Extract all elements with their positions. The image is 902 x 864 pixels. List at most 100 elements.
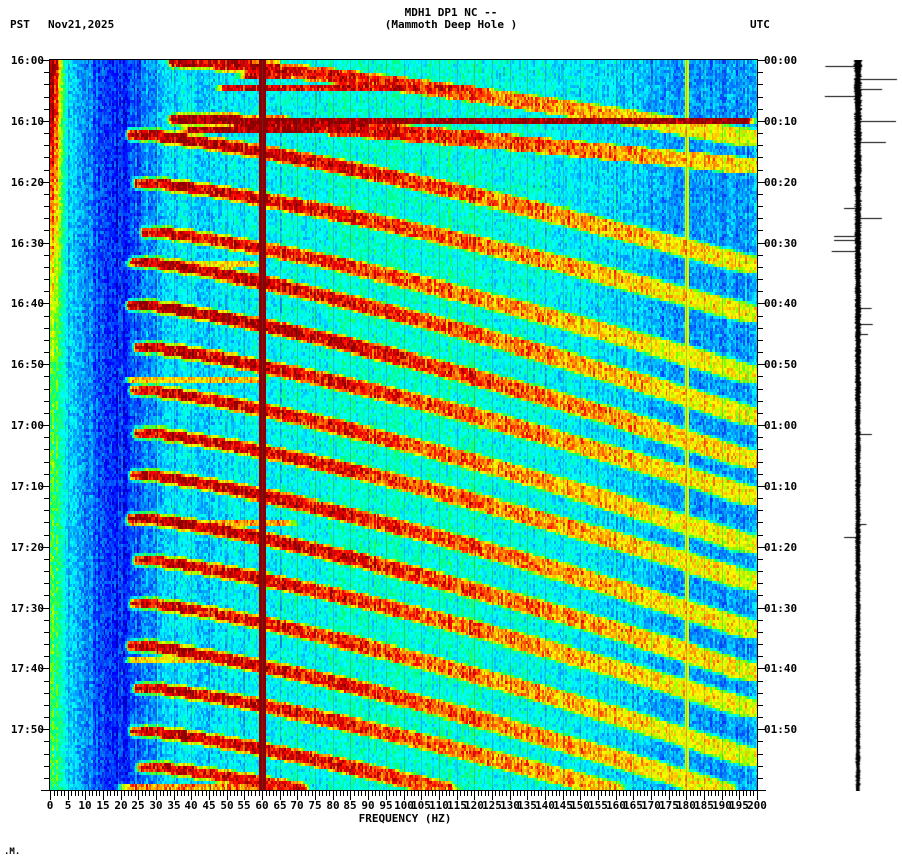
tick-mark [206, 791, 207, 796]
frequency-tick-label: 195 [729, 799, 749, 812]
tick-mark [85, 791, 86, 800]
tick-mark [700, 791, 701, 796]
frequency-tick-label: 115 [447, 799, 467, 812]
tick-mark [44, 133, 50, 134]
tick-mark [619, 791, 620, 796]
tick-mark [347, 791, 348, 796]
tick-mark [538, 791, 539, 796]
tick-mark [757, 255, 763, 256]
tick-mark [44, 255, 50, 256]
time-label-pst: 16:50 [10, 358, 44, 371]
tick-mark [393, 791, 394, 796]
spectrogram-canvas[interactable] [50, 60, 757, 790]
tick-mark [188, 791, 189, 796]
tick-mark [153, 791, 154, 796]
tick-mark [757, 498, 763, 499]
frequency-tick-label: 180 [676, 799, 696, 812]
tick-mark [693, 791, 694, 796]
time-label-utc: 00:00 [764, 54, 798, 67]
tick-mark [248, 791, 249, 796]
tick-mark [386, 791, 387, 800]
tick-mark [223, 791, 224, 796]
tick-mark [336, 791, 337, 796]
tick-mark [44, 595, 50, 596]
frequency-tick-label: 80 [326, 799, 340, 812]
tick-mark [757, 620, 763, 621]
time-label-utc: 01:10 [764, 480, 798, 493]
tick-mark [44, 632, 50, 633]
tick-mark [478, 791, 479, 796]
tick-mark [665, 791, 666, 796]
tick-mark [44, 218, 50, 219]
tick-mark [44, 644, 50, 645]
tick-mark [322, 791, 323, 796]
tick-mark [743, 791, 744, 796]
timezone-label-left: PST [10, 18, 30, 31]
frequency-tick-label: 10 [78, 799, 92, 812]
tick-mark [181, 791, 182, 796]
frequency-tick-label: 15 [96, 799, 110, 812]
tick-mark [44, 741, 50, 742]
tick-mark [44, 535, 50, 536]
tick-mark [739, 791, 740, 800]
tick-mark [428, 791, 429, 796]
time-label-utc: 01:20 [764, 541, 798, 554]
tick-mark [626, 791, 627, 796]
tick-mark [276, 791, 277, 796]
time-label-pst: 17:20 [10, 541, 44, 554]
time-label-pst: 16:00 [10, 54, 44, 67]
tick-mark [757, 778, 763, 779]
tick-mark [485, 791, 486, 796]
tick-mark [44, 413, 50, 414]
tick-mark [44, 230, 50, 231]
tick-mark [591, 791, 592, 796]
tick-mark [708, 791, 709, 796]
tick-mark [44, 72, 50, 73]
tick-mark [757, 547, 766, 548]
tick-mark [184, 791, 185, 796]
tick-mark [149, 791, 150, 796]
tick-mark [750, 791, 751, 796]
tick-mark [44, 157, 50, 158]
tick-mark [145, 791, 146, 796]
seismogram-trace [820, 60, 902, 791]
tick-mark [757, 705, 763, 706]
tick-mark [333, 791, 334, 800]
time-label-pst: 17:10 [10, 480, 44, 493]
tick-mark [404, 791, 405, 800]
tick-mark [382, 791, 383, 796]
tick-mark [541, 791, 542, 796]
tick-mark [41, 608, 50, 609]
spectrogram-plot[interactable] [50, 60, 757, 790]
tick-mark [757, 437, 763, 438]
time-label-pst: 16:40 [10, 297, 44, 310]
tick-mark [757, 766, 763, 767]
tick-mark [44, 522, 50, 523]
frequency-axis-title: FREQUENCY (HZ) [358, 812, 452, 825]
time-label-pst: 17:30 [10, 602, 44, 615]
tick-mark [757, 121, 766, 122]
tick-mark [662, 791, 663, 796]
frequency-tick-label: 65 [273, 799, 287, 812]
tick-mark [757, 668, 766, 669]
tick-mark [460, 791, 461, 796]
tick-mark [255, 791, 256, 796]
tick-mark [757, 97, 763, 98]
tick-mark [757, 303, 766, 304]
tick-mark [757, 656, 763, 657]
tick-mark [44, 328, 50, 329]
tick-mark [757, 693, 763, 694]
frequency-tick-label: 170 [641, 799, 661, 812]
tick-mark [75, 791, 76, 796]
tick-mark [44, 267, 50, 268]
tick-mark [44, 498, 50, 499]
tick-mark [630, 791, 631, 796]
tick-mark [361, 791, 362, 796]
frequency-tick-label: 55 [237, 799, 251, 812]
tick-mark [142, 791, 143, 796]
tick-mark [290, 791, 291, 796]
frequency-tick-label: 45 [202, 799, 216, 812]
tick-mark [44, 291, 50, 292]
tick-mark [757, 535, 763, 536]
tick-mark [50, 791, 51, 800]
